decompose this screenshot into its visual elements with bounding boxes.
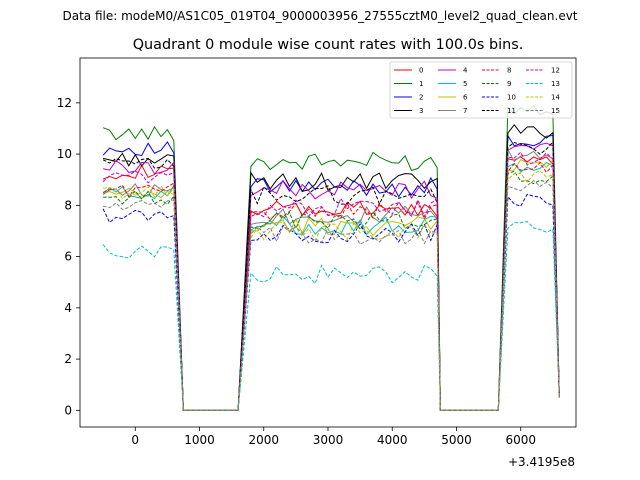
legend-label-1: 1 [419,80,423,88]
y-tick-label: 10 [57,147,72,161]
y-tick-label: 2 [64,352,72,366]
legend-label-15: 15 [551,107,560,115]
axis-ticks: 0 1000 2000 3000 4000 5000 6000 0 2 4 6 8 10 12 [57,96,536,447]
legend-label-5: 5 [463,80,467,88]
y-tick-label: 6 [64,250,72,264]
series-line-13 [102,220,560,411]
legend-label-13: 13 [551,80,560,88]
legend-label-11: 11 [507,107,516,115]
y-tick-label: 12 [57,96,72,110]
legend-label-9: 9 [507,80,511,88]
series-line-1 [102,104,560,411]
series-line-3 [102,123,560,411]
chart-suptitle: Data file: modeM0/AS1C05_019T04_90000039… [62,9,577,23]
legend-label-10: 10 [507,94,516,102]
x-tick-label: 3000 [313,433,344,447]
legend-label-4: 4 [463,67,468,75]
x-axis-offset-label: +3.4195e8 [508,455,575,469]
legend-label-3: 3 [419,107,423,115]
x-tick-label: 1000 [184,433,215,447]
legend-label-0: 0 [419,67,423,75]
series-line-0 [102,156,560,411]
legend-label-12: 12 [551,67,560,75]
x-tick-label: 6000 [505,433,536,447]
series-line-10 [102,193,560,411]
legend-label-7: 7 [463,107,467,115]
series-line-9 [103,170,560,411]
series-line-15 [102,179,560,411]
legend-label-2: 2 [419,94,423,102]
y-tick-label: 8 [64,198,72,212]
x-tick-label: 5000 [441,433,472,447]
series-line-14 [103,169,560,411]
series-line-6 [102,158,560,411]
legend-label-8: 8 [507,67,511,75]
y-tick-label: 0 [64,403,72,417]
legend-label-6: 6 [463,94,468,102]
y-tick-label: 4 [64,301,72,315]
chart-title: Quadrant 0 module wise count rates with … [133,37,524,53]
series-line-11 [102,140,560,411]
legend-box [389,61,573,119]
x-tick-label: 2000 [248,433,279,447]
x-tick-label: 4000 [377,433,408,447]
legend-label-14: 14 [551,94,560,102]
x-tick-label: 0 [131,433,139,447]
plot-lines [102,104,560,411]
